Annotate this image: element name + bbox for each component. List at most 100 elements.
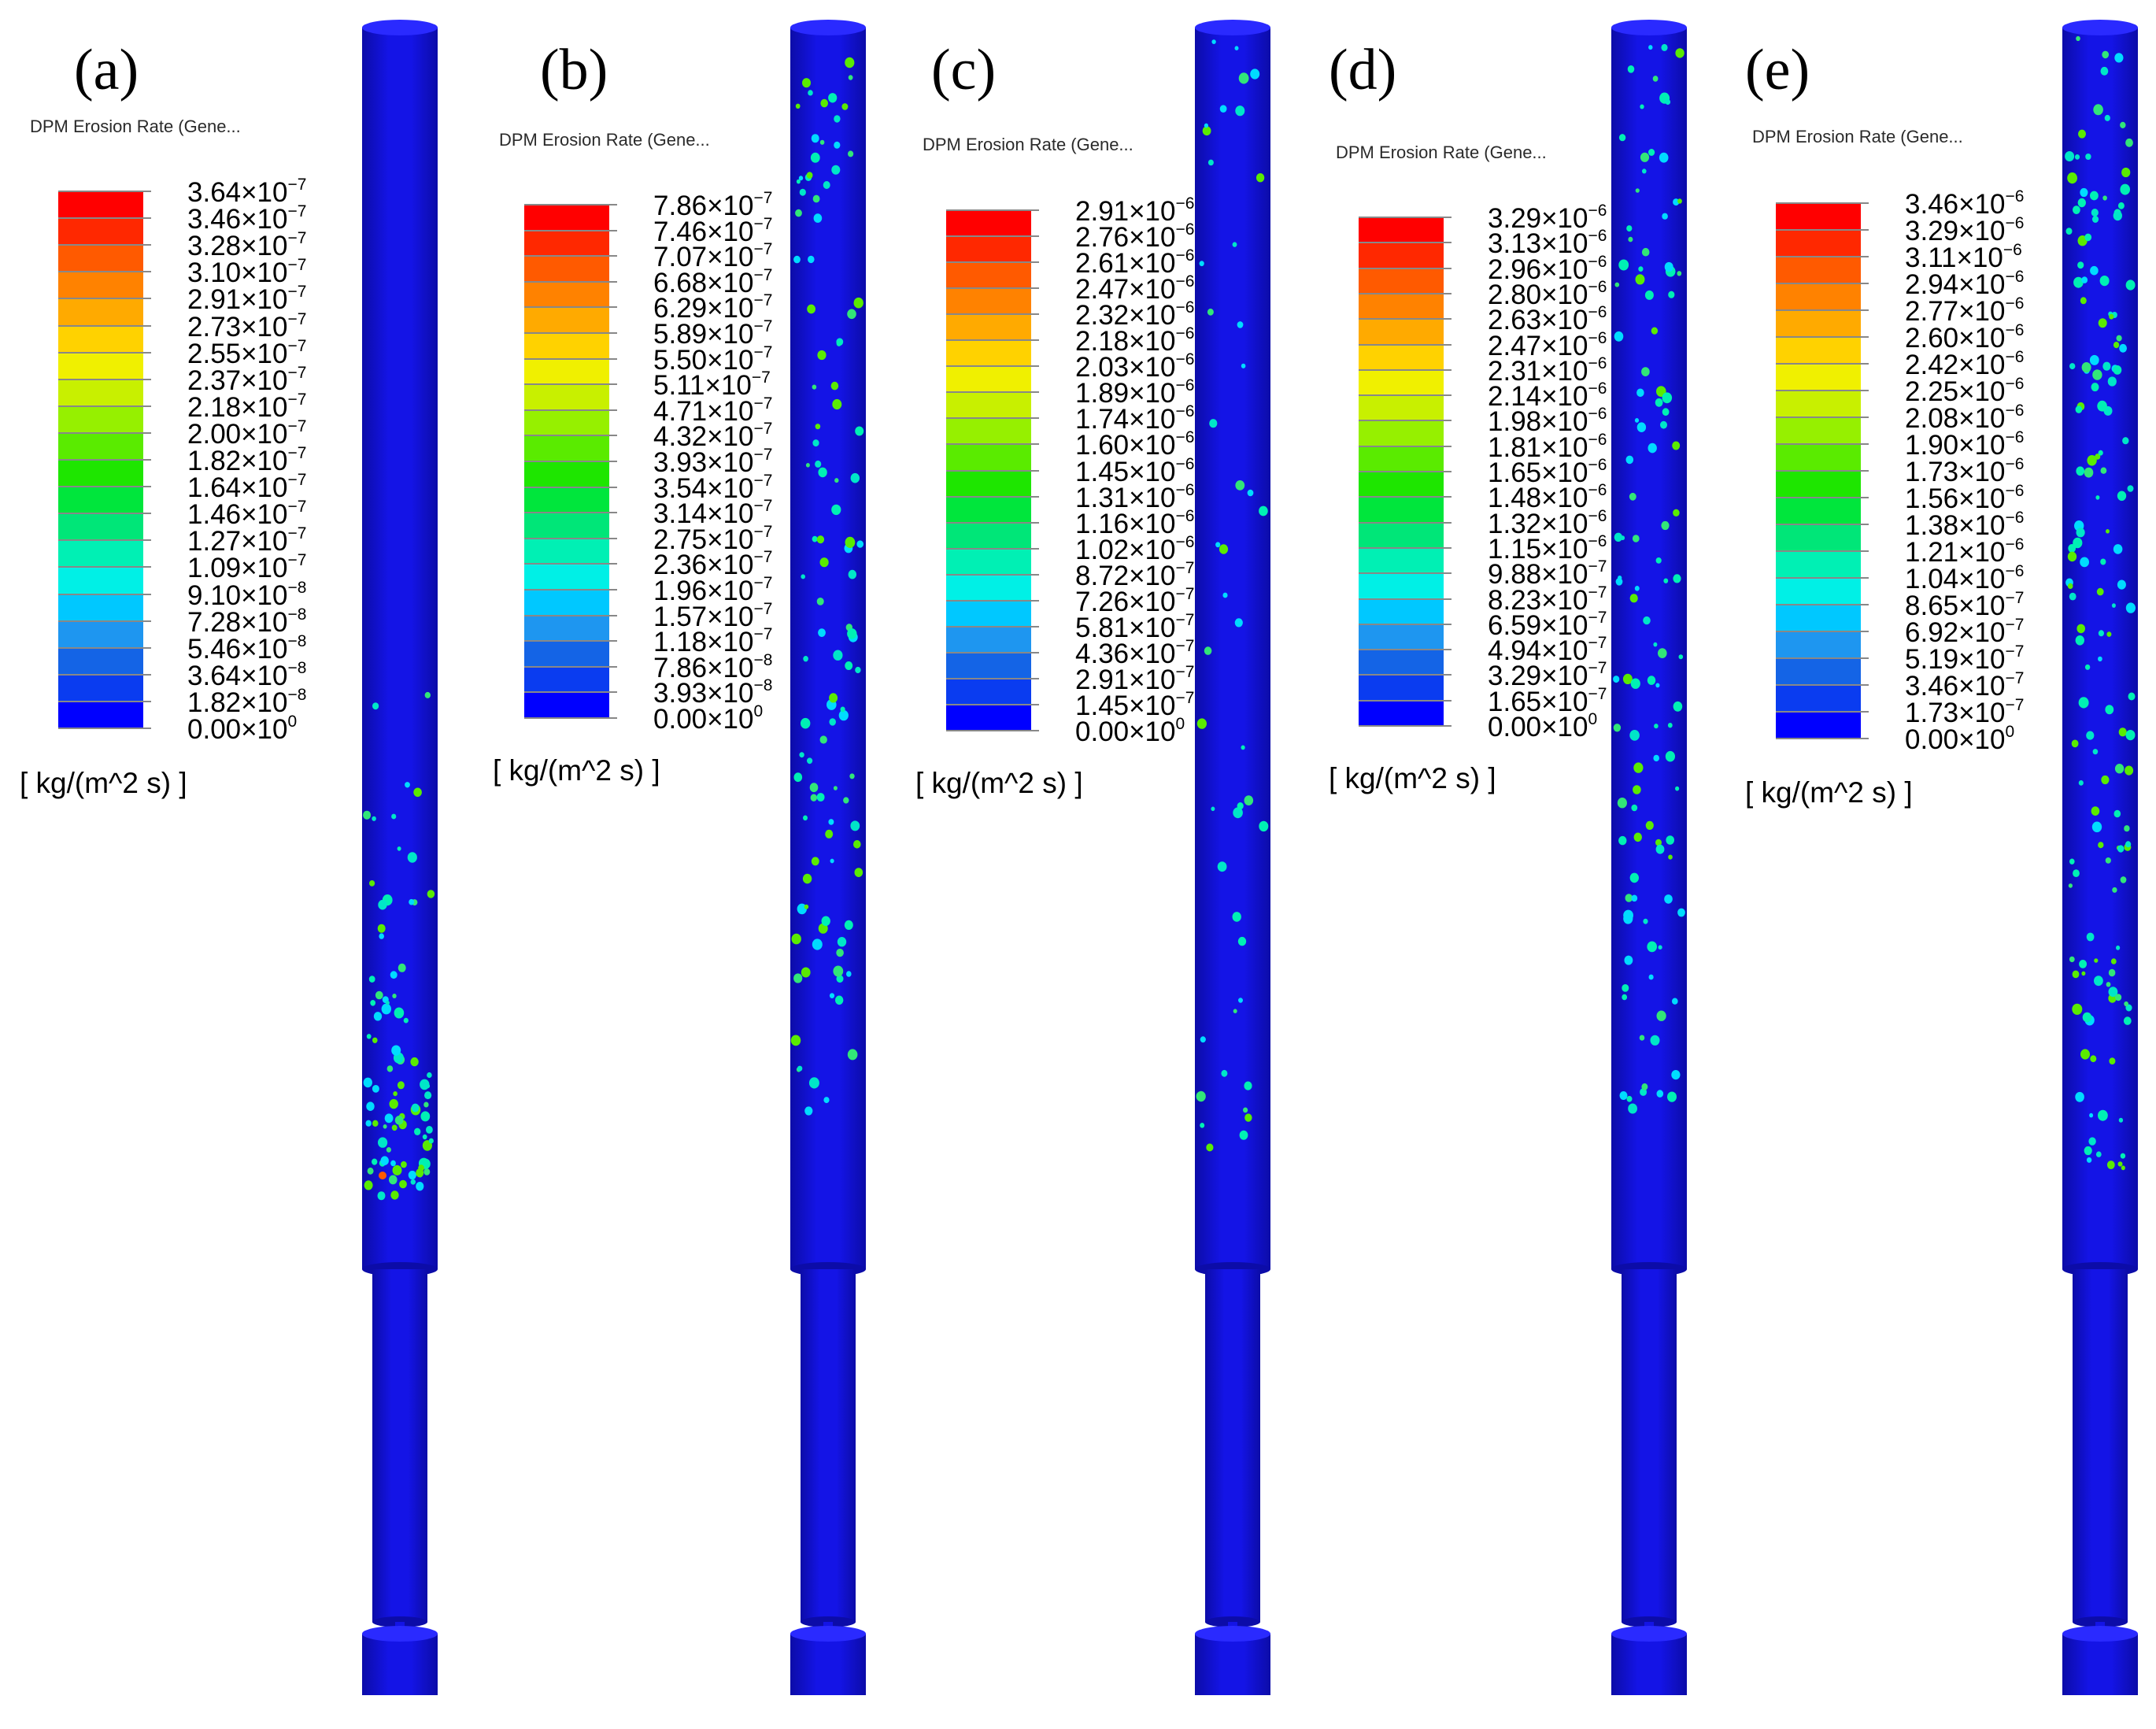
colorbar-tick-label: 2.03×10−6	[1075, 350, 1195, 383]
erosion-spot	[2077, 198, 2086, 208]
erosion-spot	[385, 1000, 390, 1005]
colorbar-tick-label: 2.25×10−6	[1905, 375, 2025, 407]
colorbar-tick	[58, 620, 151, 622]
erosion-spot	[2127, 485, 2134, 492]
erosion-spot	[407, 852, 417, 863]
colorbar-tick	[524, 691, 617, 694]
colorbar-tick-label: 1.27×10−7	[187, 524, 307, 557]
colorbar-tick	[1359, 572, 1452, 575]
erosion-spot	[1622, 994, 1628, 1001]
erosion-spot	[1614, 331, 1624, 342]
erosion-spot	[830, 381, 839, 391]
erosion-spot	[381, 1003, 391, 1015]
colorbar-tick	[58, 539, 151, 542]
colorbar-segment	[524, 256, 609, 282]
erosion-spot	[391, 813, 397, 820]
colorbar-title: DPM Erosion Rate (Gene...	[499, 130, 710, 150]
erosion-spot	[836, 340, 842, 346]
colorbar-tick	[1776, 229, 1869, 231]
colorbar-tick	[946, 469, 1039, 472]
erosion-spot	[394, 1116, 404, 1125]
colorbar-tick-label: 2.76×10−6	[1075, 220, 1195, 254]
colorbar-tick	[1359, 471, 1452, 472]
erosion-spot	[2067, 551, 2077, 562]
erosion-spot	[1200, 1123, 1205, 1128]
colorbar-segment	[946, 496, 1031, 523]
erosion-spot	[377, 1191, 386, 1201]
colorbar-tick-label: 1.45×10−7	[1075, 688, 1195, 721]
erosion-spot	[2120, 183, 2130, 195]
erosion-spot	[802, 873, 812, 884]
colorbar-tick-label: 4.71×10−7	[653, 394, 773, 427]
erosion-spot	[1667, 723, 1673, 728]
erosion-spot	[2091, 383, 2099, 392]
erosion-spot	[2117, 202, 2125, 209]
colorbar-segment	[58, 352, 143, 379]
base-disk-top	[362, 1626, 438, 1642]
erosion-spot	[408, 1170, 416, 1180]
erosion-spot	[856, 540, 864, 548]
erosion-spot	[373, 1012, 383, 1021]
erosion-spot	[1628, 1103, 1638, 1114]
erosion-spot	[1206, 1143, 1214, 1152]
colorbar-tick	[946, 651, 1039, 653]
erosion-spot	[1614, 532, 1623, 542]
colorbar-tick	[1776, 202, 1869, 204]
erosion-spot	[836, 948, 844, 957]
erosion-spot	[1648, 974, 1654, 980]
erosion-spot	[393, 1091, 398, 1097]
erosion-spot	[808, 90, 813, 96]
colorbar-tick-label: 1.81×10−6	[1488, 430, 1607, 463]
erosion-spot	[807, 757, 813, 765]
colorbar-tick-label: 0.00×100	[653, 702, 764, 735]
erosion-spot	[2080, 297, 2087, 305]
erosion-spot	[2086, 731, 2095, 740]
erosion-spot	[1628, 236, 1633, 243]
colorbar-tick	[1359, 725, 1452, 727]
upper-tube	[2062, 28, 2138, 1269]
colorbar-segment	[1359, 369, 1444, 396]
colorbar-tick-label: 2.77×10−6	[1905, 294, 2025, 327]
erosion-spot	[1207, 308, 1214, 316]
erosion-spot	[397, 1081, 405, 1090]
erosion-spot	[1673, 574, 1681, 583]
colorbar-tick-label: 2.96×10−6	[1488, 252, 1607, 285]
erosion-spot	[833, 786, 838, 790]
erosion-spot	[416, 1182, 424, 1191]
erosion-spot	[1211, 39, 1216, 44]
colorbar-tick-label: 1.02×10−6	[1075, 532, 1195, 565]
colorbar-segment	[1359, 243, 1444, 268]
colorbar-tick	[1776, 390, 1869, 391]
erosion-spot	[2071, 739, 2079, 748]
colorbar-tick	[1776, 738, 1869, 739]
colorbar-tick-label: 1.45×10−6	[1075, 454, 1195, 487]
erosion-spot	[1632, 535, 1640, 542]
colorbar-tick	[946, 677, 1039, 679]
colorbar-tick	[524, 255, 617, 257]
colorbar-segment	[524, 461, 609, 487]
erosion-spot	[1247, 489, 1254, 497]
erosion-spot	[2089, 1113, 2094, 1118]
erosion-spot	[375, 990, 383, 1000]
colorbar-tick-label: 9.88×10−7	[1488, 557, 1607, 591]
colorbar-tick	[1776, 604, 1869, 605]
erosion-spot	[1232, 242, 1237, 247]
erosion-spot	[1633, 762, 1644, 773]
colorbar-segment	[524, 564, 609, 590]
erosion-spot	[1673, 701, 1683, 712]
colorbar-tick-label: 8.23×10−7	[1488, 583, 1607, 616]
colorbar-tick	[524, 435, 617, 437]
colorbar-segment	[1359, 420, 1444, 446]
erosion-spot	[1644, 290, 1654, 300]
erosion-spot	[812, 384, 817, 390]
erosion-spot	[2110, 958, 2117, 964]
erosion-spot	[829, 993, 835, 998]
colorbar-tick	[58, 459, 151, 461]
colorbar-segment	[1776, 471, 1861, 498]
erosion-spot	[2098, 1109, 2108, 1121]
colorbar-tick	[524, 383, 617, 386]
erosion-spot	[2108, 968, 2116, 977]
erosion-spot	[855, 426, 864, 436]
